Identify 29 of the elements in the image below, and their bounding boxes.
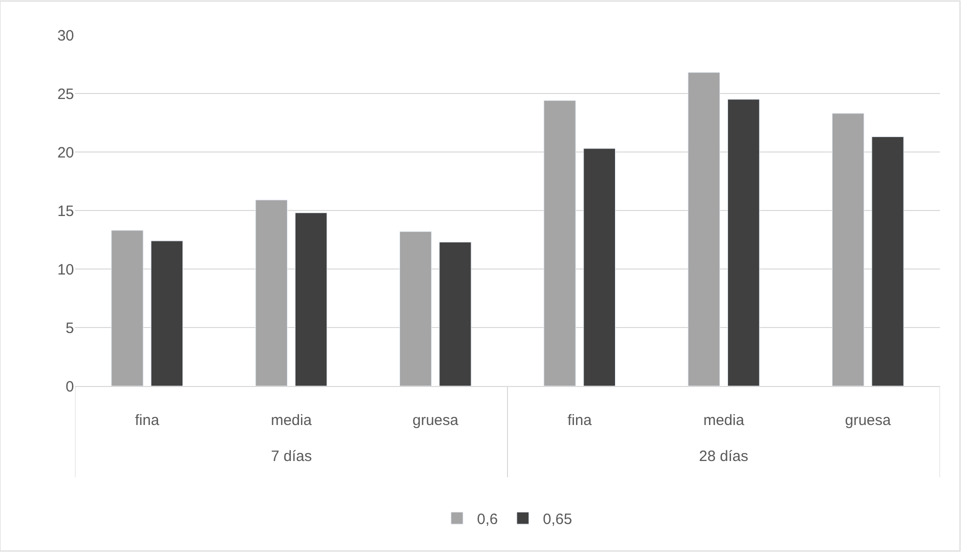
bar [150, 240, 184, 386]
bar [439, 242, 472, 386]
bar [727, 99, 760, 386]
y-tick-label: 20 [57, 144, 74, 162]
x-tick-label: fina [134, 412, 160, 429]
bar [832, 113, 864, 386]
bar [294, 212, 328, 386]
y-tick-label: 5 [66, 320, 74, 337]
text: 7 días [271, 448, 312, 465]
bar [399, 231, 432, 386]
bar [688, 72, 720, 386]
y-tick-label: 30 [57, 27, 74, 44]
y-tick-label: 10 [57, 261, 74, 278]
legend-label: 0,6 [477, 510, 498, 528]
x-tick-label: gruesa [412, 412, 460, 429]
legend-label: 0,65 [542, 510, 572, 528]
x-tick-label: fina [567, 412, 592, 429]
x-tick-label: gruesa [844, 412, 892, 429]
bar [544, 100, 576, 386]
text: 28 días [699, 448, 748, 465]
y-tick-label: 0 [66, 378, 74, 396]
y-tick-label: 15 [57, 202, 74, 220]
x-tick-label: media [270, 412, 312, 429]
bar [255, 200, 288, 386]
bar [111, 230, 144, 386]
bar [872, 136, 904, 386]
x-tick-label: media [703, 412, 745, 429]
y-tick-label: 25 [57, 86, 74, 103]
bar [583, 148, 616, 386]
